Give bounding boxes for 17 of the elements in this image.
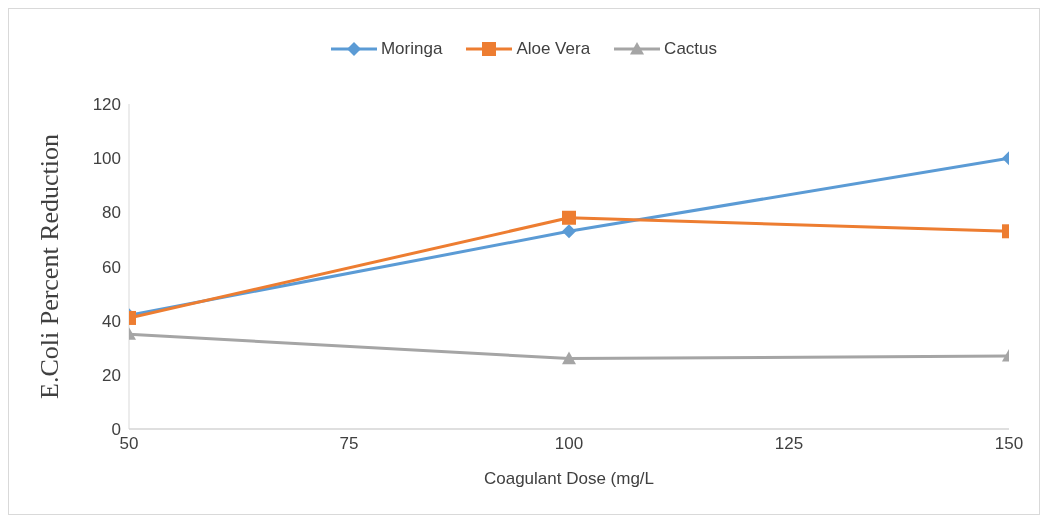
x-tick-label: 150 <box>994 434 1024 454</box>
x-tick-label: 125 <box>774 434 804 454</box>
x-tick-label: 100 <box>554 434 584 454</box>
y-tick-label: 0 <box>111 420 121 440</box>
y-tick-label: 60 <box>102 257 121 277</box>
legend-label: Aloe Vera <box>516 39 591 59</box>
y-tick-label: 20 <box>102 365 121 385</box>
x-tick-label: 75 <box>339 434 359 454</box>
y-tick-label: 80 <box>102 203 121 223</box>
y-tick-label: 100 <box>92 149 121 169</box>
y-tick-label: 120 <box>92 95 121 115</box>
legend-label: Moringa <box>380 39 443 59</box>
x-axis-title: Coagulant Dose (mg/L <box>483 469 655 488</box>
legend-label: Cactus <box>664 39 718 59</box>
x-tick-label: 50 <box>119 434 139 454</box>
y-tick-label: 40 <box>102 311 121 331</box>
y-axis-title: E.Coli Percent Reduction <box>35 133 65 400</box>
